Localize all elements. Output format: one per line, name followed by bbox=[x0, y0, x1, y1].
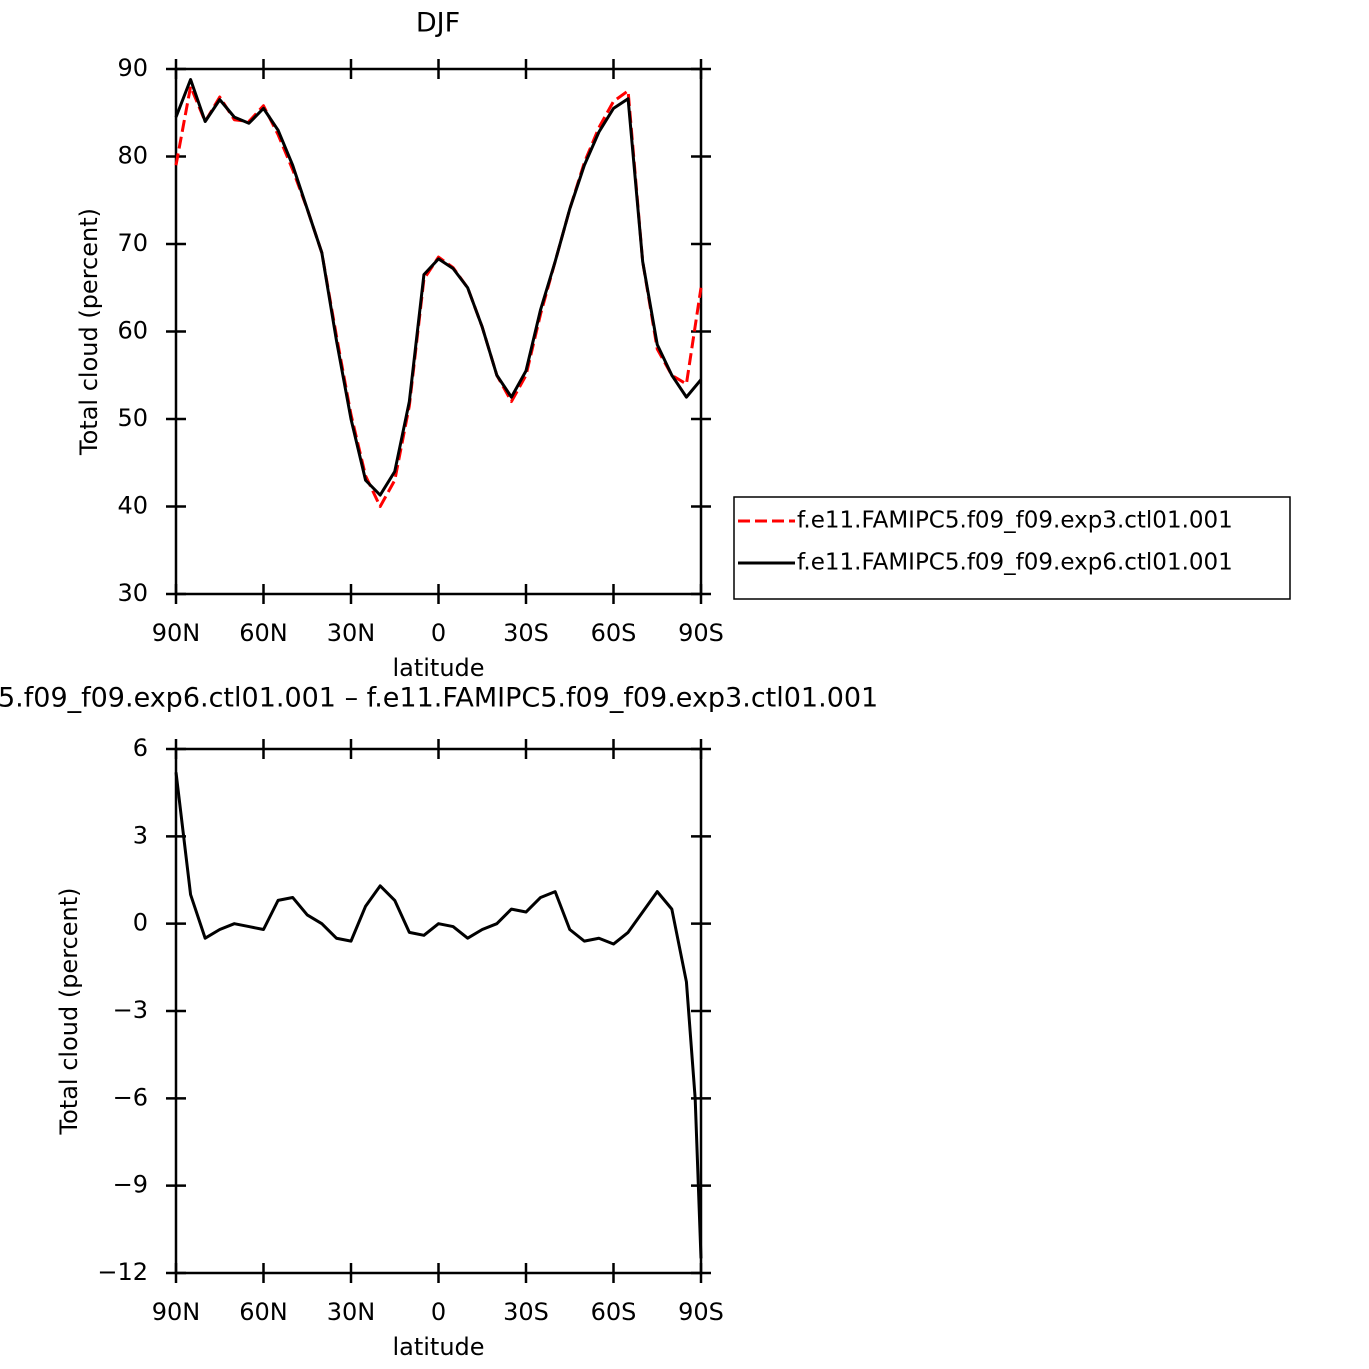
x-tick-label: 90S bbox=[678, 1298, 724, 1326]
y-tick-label: 50 bbox=[117, 404, 148, 432]
y-tick-label: −9 bbox=[113, 1171, 148, 1199]
x-tick-label: 90N bbox=[152, 1298, 201, 1326]
y-axis-label: Total cloud (percent) bbox=[75, 208, 103, 456]
y-tick-label: 6 bbox=[133, 734, 148, 762]
legend-box bbox=[733, 496, 1291, 600]
x-axis-label: latitude bbox=[392, 1333, 484, 1361]
x-tick-label: 60S bbox=[591, 1298, 637, 1326]
y-tick-label: −6 bbox=[113, 1083, 148, 1111]
data-line bbox=[174, 78, 703, 497]
x-tick-label: 0 bbox=[431, 1298, 446, 1326]
x-tick-label: 90S bbox=[678, 619, 724, 647]
plot-frame bbox=[174, 747, 703, 1275]
y-tick-label: 30 bbox=[117, 579, 148, 607]
y-tick-label: 3 bbox=[133, 821, 148, 849]
x-tick-label: 60N bbox=[239, 1298, 288, 1326]
chart-title: DJF bbox=[416, 8, 460, 39]
x-tick-label: 60N bbox=[239, 619, 288, 647]
y-tick-label: 60 bbox=[117, 317, 148, 345]
y-tick-label: −3 bbox=[113, 996, 148, 1024]
y-axis-label: Total cloud (percent) bbox=[55, 888, 83, 1136]
x-tick-label: 30N bbox=[327, 619, 376, 647]
y-tick-label: 0 bbox=[133, 909, 148, 937]
y-tick-label: 40 bbox=[117, 492, 148, 520]
legend-label: f.e11.FAMIPC5.f09_f09.exp3.ctl01.001 bbox=[797, 508, 1233, 534]
x-tick-label: 30S bbox=[503, 1298, 549, 1326]
x-tick-label: 30S bbox=[503, 619, 549, 647]
x-tick-label: 90N bbox=[152, 619, 201, 647]
x-tick-label: 30N bbox=[327, 1298, 376, 1326]
data-line bbox=[174, 772, 703, 1259]
x-tick-label: 0 bbox=[431, 619, 446, 647]
plot-frame bbox=[174, 67, 703, 596]
y-tick-label: 70 bbox=[117, 229, 148, 257]
y-tick-label: 80 bbox=[117, 142, 148, 170]
x-axis-label: latitude bbox=[392, 654, 484, 682]
chart-title: 5.f09_f09.exp6.ctl01.001 – f.e11.FAMIPC5… bbox=[0, 683, 878, 714]
legend-label: f.e11.FAMIPC5.f09_f09.exp6.ctl01.001 bbox=[797, 550, 1233, 576]
y-tick-label: 90 bbox=[117, 54, 148, 82]
data-line bbox=[174, 85, 703, 508]
x-tick-label: 60S bbox=[591, 619, 637, 647]
y-tick-label: −12 bbox=[97, 1258, 148, 1286]
